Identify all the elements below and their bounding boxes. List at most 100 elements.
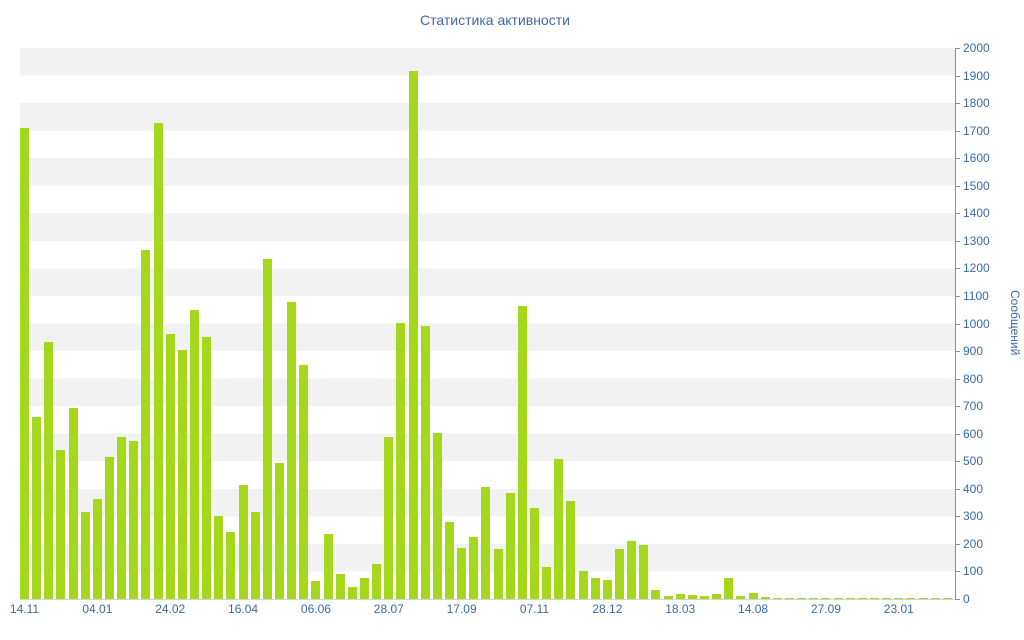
chart-title: Статистика активности xyxy=(420,12,570,28)
bar[interactable] xyxy=(190,310,199,599)
y-tick-label: 700 xyxy=(963,399,984,414)
bar[interactable] xyxy=(262,259,272,599)
bar[interactable] xyxy=(857,598,867,599)
x-tick-label: 07.11 xyxy=(519,602,550,616)
bar[interactable] xyxy=(92,499,102,599)
bar[interactable] xyxy=(347,586,357,599)
bar[interactable] xyxy=(554,459,564,599)
bar[interactable] xyxy=(882,598,892,599)
y-tick-label: 1500 xyxy=(963,178,990,193)
x-tick-label: 14.11 xyxy=(9,602,40,616)
x-tick-label: 16.04 xyxy=(228,602,259,616)
bar[interactable] xyxy=(700,595,709,599)
bar[interactable] xyxy=(530,507,539,599)
bar[interactable] xyxy=(870,598,879,599)
bar[interactable] xyxy=(287,302,297,599)
bar[interactable] xyxy=(299,364,309,599)
bar[interactable] xyxy=(627,540,637,599)
bar[interactable] xyxy=(420,325,430,599)
bar[interactable] xyxy=(384,437,394,599)
bar[interactable] xyxy=(117,437,127,599)
y-tick-mark xyxy=(955,268,960,270)
bar[interactable] xyxy=(760,597,770,599)
bar[interactable] xyxy=(408,70,418,599)
bar[interactable] xyxy=(663,595,673,599)
bar[interactable] xyxy=(772,597,782,599)
bar[interactable] xyxy=(505,492,515,599)
bar[interactable] xyxy=(517,305,527,599)
bar[interactable] xyxy=(821,598,831,599)
bar[interactable] xyxy=(372,564,382,599)
bar[interactable] xyxy=(226,532,236,599)
bar[interactable] xyxy=(165,333,175,599)
bar[interactable] xyxy=(906,598,916,599)
bar[interactable] xyxy=(481,486,491,599)
y-axis-title: Сообщений xyxy=(1008,290,1022,356)
bar[interactable] xyxy=(360,578,369,599)
bar[interactable] xyxy=(105,457,114,599)
y-tick-mark xyxy=(955,158,960,160)
bar[interactable] xyxy=(238,484,248,599)
bar[interactable] xyxy=(68,408,78,599)
y-tick-mark xyxy=(955,48,960,49)
bar[interactable] xyxy=(712,594,722,599)
bar[interactable] xyxy=(797,598,807,599)
bar[interactable] xyxy=(724,578,734,599)
x-tick-label: 17.09 xyxy=(446,602,477,616)
y-tick-label: 600 xyxy=(963,426,984,441)
bar[interactable] xyxy=(845,598,855,599)
bar[interactable] xyxy=(809,598,819,599)
y-tick-mark xyxy=(955,433,960,435)
bar[interactable] xyxy=(469,537,479,599)
bar[interactable] xyxy=(335,573,345,599)
bar[interactable] xyxy=(20,127,29,599)
bar[interactable] xyxy=(748,592,758,599)
bar[interactable] xyxy=(578,570,588,599)
bar[interactable] xyxy=(141,249,151,599)
bar[interactable] xyxy=(785,598,794,599)
bar[interactable] xyxy=(177,349,187,599)
bar[interactable] xyxy=(311,581,321,599)
y-tick-mark xyxy=(955,543,960,545)
bar[interactable] xyxy=(153,122,163,599)
bar[interactable] xyxy=(202,337,212,599)
bar[interactable] xyxy=(432,432,442,599)
bar[interactable] xyxy=(323,533,333,599)
x-tick-label: 06.06 xyxy=(300,602,331,616)
bar[interactable] xyxy=(687,594,697,599)
bar[interactable] xyxy=(918,598,928,599)
bar[interactable] xyxy=(275,462,284,599)
bar[interactable] xyxy=(639,545,649,599)
bar[interactable] xyxy=(833,597,843,599)
bar[interactable] xyxy=(396,322,406,599)
bar[interactable] xyxy=(250,511,260,599)
bar[interactable] xyxy=(590,578,600,599)
bar[interactable] xyxy=(32,417,42,599)
bar[interactable] xyxy=(80,511,90,599)
bar[interactable] xyxy=(493,548,503,599)
y-tick-label: 1600 xyxy=(963,151,990,166)
bar[interactable] xyxy=(44,341,54,599)
bar[interactable] xyxy=(651,589,661,599)
bar[interactable] xyxy=(736,595,746,599)
bar[interactable] xyxy=(602,580,612,599)
bar[interactable] xyxy=(445,521,454,599)
bar[interactable] xyxy=(566,500,576,599)
bar[interactable] xyxy=(457,548,467,599)
bar[interactable] xyxy=(675,594,685,599)
bar[interactable] xyxy=(930,598,940,599)
bar[interactable] xyxy=(894,597,904,599)
bar[interactable] xyxy=(56,449,66,599)
y-tick-mark xyxy=(955,406,960,408)
bar[interactable] xyxy=(129,441,139,599)
y-tick-label: 900 xyxy=(963,344,984,359)
bar[interactable] xyxy=(214,516,224,599)
x-tick-label: 18.03 xyxy=(665,602,696,616)
bar[interactable] xyxy=(542,567,552,599)
bar[interactable] xyxy=(615,548,624,599)
y-tick-label: 1200 xyxy=(963,261,990,276)
bar[interactable] xyxy=(942,598,952,599)
y-tick-label: 1300 xyxy=(963,233,990,248)
y-tick-mark xyxy=(955,213,960,215)
